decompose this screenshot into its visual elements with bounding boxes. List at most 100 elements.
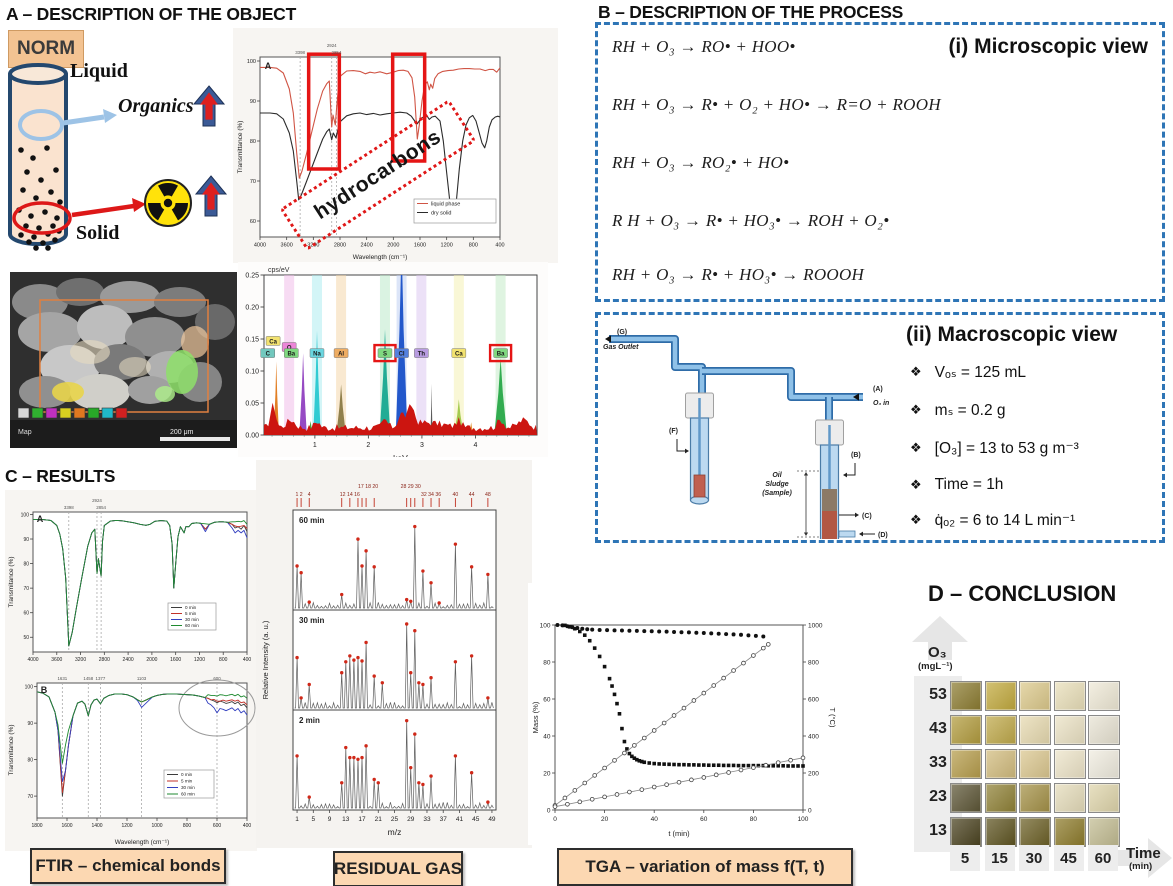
svg-text:3600: 3600 (281, 243, 293, 249)
solid-label: Solid (76, 222, 120, 244)
sample-swatch (984, 715, 1017, 745)
ozone-row-label: 33 (929, 754, 947, 771)
svg-text:40: 40 (651, 816, 659, 823)
svg-text:5 min: 5 min (181, 779, 193, 784)
sample-swatch (950, 715, 982, 745)
svg-text:2400: 2400 (361, 243, 373, 249)
time-axis-unit: (min) (1129, 861, 1153, 872)
svg-text:1200: 1200 (121, 823, 132, 829)
svg-text:2000: 2000 (146, 657, 157, 663)
radiation-icon (144, 179, 192, 227)
svg-text:30 min: 30 min (299, 616, 324, 625)
svg-text:3: 3 (420, 442, 424, 449)
svg-text:Transmitance (%): Transmitance (%) (8, 724, 15, 775)
svg-text:1600: 1600 (414, 243, 426, 249)
svg-text:0.25: 0.25 (245, 273, 259, 280)
svg-text:5: 5 (311, 816, 315, 823)
svg-text:keV: keV (393, 453, 408, 457)
svg-text:0: 0 (808, 807, 812, 814)
ftir-results-b-chart: 1800 1600 1400 1200 1000 800 600 400 70 80 90 100 16… (5, 666, 257, 851)
svg-text:37: 37 (440, 816, 448, 823)
svg-text:45: 45 (472, 816, 480, 823)
svg-text:2400: 2400 (123, 657, 134, 663)
panel-c-title: C – RESULTS (5, 466, 116, 486)
tga-chart: 0 20 40 60 80 100 0 20 40 60 80 100 0 200 400 600 800 100… (528, 583, 863, 845)
sample-swatch (1053, 749, 1086, 779)
svg-text:80: 80 (27, 758, 33, 764)
ozone-row-label: 13 (929, 822, 947, 839)
sample-swatch (1019, 681, 1051, 711)
svg-text:100: 100 (540, 622, 551, 629)
sample-swatch (984, 817, 1017, 847)
time-col-label: 30 (1019, 845, 1049, 871)
panel-d-title: D – CONCLUSION (928, 581, 1117, 606)
svg-text:Gas Outlet: Gas Outlet (603, 344, 639, 351)
svg-text:0 min: 0 min (181, 772, 193, 777)
scale-bar (160, 437, 230, 441)
sample-swatch (1019, 715, 1051, 745)
svg-text:m/z: m/z (388, 827, 402, 837)
svg-text:12 14 16: 12 14 16 (340, 492, 360, 498)
svg-text:3200: 3200 (75, 657, 86, 663)
svg-text:1: 1 (313, 442, 317, 449)
diamond-bullet-icon: ❖ (910, 402, 922, 417)
svg-text:60: 60 (23, 611, 29, 617)
time-col-label: 5 (950, 845, 980, 871)
sample-swatch (1088, 715, 1120, 745)
sample-swatch (1088, 681, 1120, 711)
svg-text:B: B (41, 685, 48, 695)
svg-text:40: 40 (453, 492, 459, 498)
svg-text:(F): (F) (669, 428, 678, 435)
svg-text:3398: 3398 (64, 505, 74, 510)
condition-text: [O₃] = 13 to 53 g m⁻³ (934, 440, 1079, 457)
svg-text:Al: Al (338, 351, 344, 357)
liquid-label: Liquid (70, 60, 128, 82)
svg-text:(A): (A) (873, 386, 883, 393)
svg-text:2854: 2854 (332, 50, 342, 55)
svg-text:0.00: 0.00 (245, 433, 259, 440)
svg-text:29: 29 (407, 816, 415, 823)
svg-text:800: 800 (183, 823, 192, 829)
svg-text:21: 21 (375, 816, 383, 823)
sample-swatch (1019, 783, 1051, 813)
svg-text:1600: 1600 (170, 657, 181, 663)
macroscopic-view-box: (ii) Macroscopic view (G) Gas Outlet (A) O₃… (595, 312, 1165, 543)
ozone-row-label: 43 (929, 720, 947, 737)
svg-text:Sludge: Sludge (765, 481, 788, 488)
svg-text:2800: 2800 (334, 243, 346, 249)
reaction-equation-1: RH + O₃ → RO• + HOO• (612, 37, 796, 56)
svg-text:dry solid: dry solid (431, 211, 451, 217)
residual-gas-caption-box: RESIDUAL GAS (333, 851, 463, 886)
svg-text:800: 800 (808, 659, 819, 666)
svg-text:1 2: 1 2 (295, 492, 302, 498)
sample-swatch (950, 749, 982, 779)
svg-text:1400: 1400 (91, 823, 102, 829)
svg-text:3200: 3200 (307, 243, 319, 249)
sem-rock-texture (12, 278, 235, 410)
svg-text:49: 49 (488, 816, 496, 823)
element-legend-chips (17, 407, 128, 419)
svg-text:44: 44 (469, 492, 475, 498)
svg-text:Th: Th (418, 351, 426, 357)
svg-text:600: 600 (213, 823, 222, 829)
svg-text:4: 4 (308, 492, 311, 498)
svg-text:41: 41 (456, 816, 464, 823)
ftir-results-a-chart: 4000 3600 3200 2800 2400 2000 1600 1200 800 400 50… (5, 490, 257, 675)
norm-badge: NORM (8, 30, 84, 68)
organics-label: Organics (118, 95, 194, 117)
time-axis-arrow-icon (1118, 838, 1172, 878)
svg-text:4000: 4000 (254, 243, 266, 249)
svg-text:2: 2 (366, 442, 370, 449)
time-axis-label: Time (1126, 845, 1161, 862)
svg-text:2924: 2924 (92, 498, 102, 503)
svg-text:70: 70 (27, 794, 33, 800)
svg-text:3600: 3600 (51, 657, 62, 663)
svg-text:Relative Intensity (a. u.): Relative Intensity (a. u.) (261, 620, 270, 699)
svg-text:(Sample): (Sample) (762, 490, 792, 497)
svg-text:70: 70 (23, 586, 29, 592)
time-col-label: 15 (984, 845, 1015, 871)
svg-text:0 min: 0 min (185, 605, 197, 610)
svg-text:0.20: 0.20 (245, 305, 259, 312)
panel-b-title: B – DESCRIPTION OF THE PROCESS (598, 2, 904, 22)
svg-text:1103: 1103 (137, 676, 147, 681)
